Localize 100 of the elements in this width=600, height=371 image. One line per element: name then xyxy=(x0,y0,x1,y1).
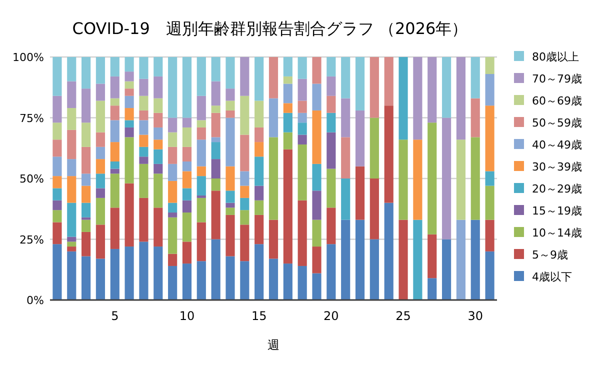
bar xyxy=(67,108,76,130)
bar xyxy=(326,96,336,113)
x-axis-title: 週 xyxy=(268,338,280,352)
bar xyxy=(428,122,437,234)
bar xyxy=(211,137,220,142)
bar xyxy=(240,186,250,198)
bar xyxy=(254,127,264,142)
bar xyxy=(196,222,206,262)
bar xyxy=(226,190,235,203)
x-tick-label: 25 xyxy=(396,309,411,323)
bar xyxy=(124,127,134,138)
bar xyxy=(96,132,106,147)
bar xyxy=(124,246,134,300)
bar xyxy=(384,57,394,106)
bar xyxy=(283,149,292,264)
bar xyxy=(110,98,120,106)
bar xyxy=(254,186,264,200)
x-tick-label: 30 xyxy=(468,309,484,323)
bar xyxy=(226,256,235,300)
bar xyxy=(370,57,379,118)
bar xyxy=(154,164,163,174)
bar xyxy=(413,140,422,220)
bar xyxy=(355,220,365,300)
bar xyxy=(96,198,106,225)
bar xyxy=(298,134,307,144)
legend-label: 40～49歳 xyxy=(532,138,582,152)
bar xyxy=(442,57,452,118)
bar xyxy=(139,198,148,242)
bar xyxy=(168,180,178,203)
bar xyxy=(312,84,322,110)
bar xyxy=(254,100,264,128)
bar xyxy=(485,171,494,186)
bar xyxy=(326,132,336,169)
bar xyxy=(254,57,264,101)
bar xyxy=(283,84,292,104)
bar xyxy=(240,210,250,225)
legend-label: 50～59歳 xyxy=(532,116,582,130)
bar xyxy=(384,106,394,203)
bar xyxy=(312,220,322,247)
bar xyxy=(485,186,494,220)
bar xyxy=(168,217,178,254)
legend-label: 60～69歳 xyxy=(532,94,582,108)
bar xyxy=(283,76,292,84)
bar xyxy=(168,57,178,118)
bar xyxy=(139,120,148,135)
legend-label: 4歳以下 xyxy=(532,270,572,284)
bar xyxy=(283,57,292,76)
bar xyxy=(82,122,91,147)
bar xyxy=(268,258,278,300)
bar xyxy=(254,156,264,186)
bar xyxy=(485,251,494,300)
bar xyxy=(124,72,134,82)
bar xyxy=(124,137,134,184)
bar xyxy=(211,112,220,138)
bar xyxy=(96,57,106,84)
bar xyxy=(139,110,148,120)
bar xyxy=(370,178,379,240)
bar xyxy=(168,132,178,147)
bar xyxy=(124,183,134,247)
bar xyxy=(196,166,206,176)
bar xyxy=(139,242,148,300)
bar xyxy=(226,118,235,166)
legend-label: 15～19歳 xyxy=(532,204,582,218)
bar xyxy=(67,246,76,252)
bar xyxy=(96,159,106,174)
bar xyxy=(470,98,480,138)
bar xyxy=(211,239,220,300)
bar xyxy=(154,57,163,76)
bar xyxy=(52,176,62,188)
bar xyxy=(52,140,62,157)
bar xyxy=(196,120,206,128)
bar xyxy=(485,57,494,74)
bar xyxy=(226,110,235,118)
bar xyxy=(82,256,91,300)
bar xyxy=(110,76,120,98)
bar xyxy=(283,264,292,300)
bar xyxy=(370,118,379,178)
bar xyxy=(268,57,278,98)
bar xyxy=(154,76,163,98)
bar xyxy=(139,78,148,96)
bar xyxy=(341,137,350,178)
bar xyxy=(67,242,76,247)
bar xyxy=(82,202,91,218)
bar xyxy=(182,188,192,200)
bar xyxy=(168,266,178,300)
bar xyxy=(283,112,292,132)
bar xyxy=(226,166,235,191)
bar xyxy=(254,142,264,157)
bar xyxy=(326,208,336,244)
bar xyxy=(82,146,91,174)
bar xyxy=(196,127,206,140)
bar xyxy=(67,81,76,108)
bar xyxy=(96,100,106,132)
bar xyxy=(82,186,91,203)
bar xyxy=(298,57,307,79)
bar xyxy=(196,57,206,96)
bar xyxy=(298,122,307,135)
bar xyxy=(470,220,480,300)
bar xyxy=(110,208,120,249)
bar xyxy=(226,208,235,215)
